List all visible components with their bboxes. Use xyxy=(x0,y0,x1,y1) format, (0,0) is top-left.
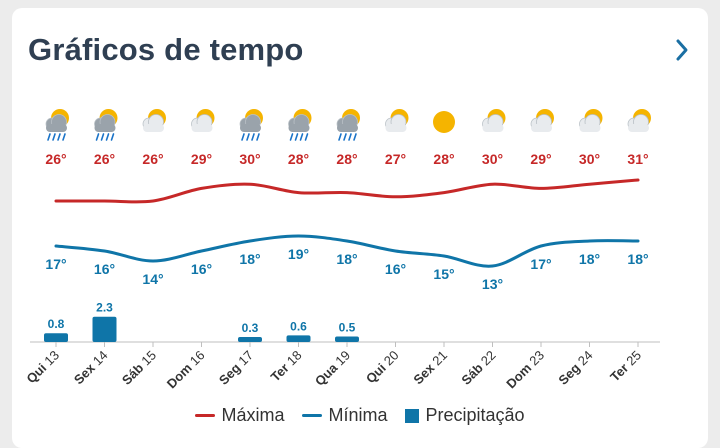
precip-value-label: 0.6 xyxy=(290,319,307,333)
min-temp-label: 18° xyxy=(336,251,357,267)
max-temp-label: 28° xyxy=(433,151,454,167)
precip-value-label: 0.5 xyxy=(339,321,356,335)
max-temp-label: 30° xyxy=(482,151,503,167)
legend-item-min: Mínima xyxy=(302,405,387,426)
min-temp-label: 19° xyxy=(288,246,309,262)
min-temp-label: 17° xyxy=(530,256,551,272)
min-temp-label: 16° xyxy=(94,261,115,277)
max-temp-label: 28° xyxy=(336,151,357,167)
min-temp-line xyxy=(54,234,640,268)
precip-bar xyxy=(92,316,117,342)
min-temp-label: 14° xyxy=(142,271,163,287)
legend-swatch-max xyxy=(195,414,216,417)
min-temp-label: 18° xyxy=(579,251,600,267)
max-temp-label: 26° xyxy=(45,151,66,167)
cloud-rain-sun-icon xyxy=(288,109,312,141)
min-temp-label: 18° xyxy=(239,251,260,267)
precip-bar xyxy=(238,337,262,342)
sun-cloud-icon xyxy=(579,109,603,132)
sun-cloud-icon xyxy=(191,109,215,132)
max-temp-label: 29° xyxy=(530,151,551,167)
max-temp-line xyxy=(54,178,640,204)
sun-cloud-icon xyxy=(142,109,166,132)
x-tick-label: Sex 14 xyxy=(71,348,111,388)
precip-bar xyxy=(44,333,68,342)
min-temp-label: 18° xyxy=(627,251,648,267)
x-tick-label: Qua 19 xyxy=(312,348,353,389)
max-temp-label: 26° xyxy=(142,151,163,167)
x-tick-label: Dom 23 xyxy=(503,348,547,392)
x-tick-label: Qui 20 xyxy=(363,348,402,387)
min-temp-label: 16° xyxy=(191,261,212,277)
precip-bar xyxy=(286,335,311,342)
x-tick-label: Seg 17 xyxy=(216,348,256,388)
precip-bar xyxy=(335,336,359,342)
legend-swatch-min xyxy=(302,414,323,417)
sun-cloud-icon xyxy=(530,109,554,132)
legend-label-precip: Precipitação xyxy=(425,405,525,425)
x-tick-label: Seg 24 xyxy=(555,348,595,388)
legend-label-max: Máxima xyxy=(221,405,285,425)
max-temp-label: 26° xyxy=(94,151,115,167)
min-temp-label: 16° xyxy=(385,261,406,277)
cloud-rain-sun-icon xyxy=(94,109,118,141)
min-temp-label: 17° xyxy=(45,256,66,272)
sun-icon xyxy=(433,111,455,133)
legend-item-max: Máxima xyxy=(195,405,284,426)
max-temp-label: 27° xyxy=(385,151,406,167)
precip-value-label: 2.3 xyxy=(96,301,113,315)
max-temp-label: 29° xyxy=(191,151,212,167)
x-tick-label: Sáb 15 xyxy=(119,348,159,388)
x-tick-label: Ter 25 xyxy=(607,348,644,385)
x-tick-label: Sáb 22 xyxy=(458,348,498,388)
page-title: Gráficos de tempo xyxy=(28,32,304,67)
cloud-rain-sun-icon xyxy=(239,109,263,141)
weather-chart: 26° 26° 26° 29° 30° 28° 28° 27° 28° 30° 29° 30° 31° 1… xyxy=(23,109,660,392)
sun-cloud-icon xyxy=(482,109,506,132)
x-tick-label: Dom 16 xyxy=(164,348,208,392)
chevron-right-icon[interactable] xyxy=(670,38,694,62)
x-tick-label: Sex 21 xyxy=(410,348,450,388)
max-temp-label: 30° xyxy=(579,151,600,167)
precip-value-label: 0.8 xyxy=(48,317,65,331)
legend-item-precip: Precipitação xyxy=(405,405,525,426)
precip-value-label: 0.3 xyxy=(242,321,259,335)
cloud-rain-sun-icon xyxy=(45,109,69,141)
weather-charts-card: Gráficos de tempo 26° 26° 26° 29° 30° 28° 28° 2… xyxy=(12,8,708,448)
sun-cloud-icon xyxy=(385,109,409,132)
legend-label-min: Mínima xyxy=(328,405,388,425)
max-temp-label: 28° xyxy=(288,151,309,167)
sun-cloud-icon xyxy=(627,109,651,132)
legend-swatch-precip xyxy=(405,408,420,423)
max-temp-label: 30° xyxy=(239,151,260,167)
x-tick-label: Qui 13 xyxy=(23,348,62,387)
min-temp-label: 13° xyxy=(482,276,503,292)
max-temp-label: 31° xyxy=(627,151,648,167)
cloud-rain-sun-icon xyxy=(336,109,360,141)
min-temp-label: 15° xyxy=(433,266,454,282)
chart-legend: Máxima Mínima Precipitação xyxy=(12,405,708,426)
x-tick-label: Ter 18 xyxy=(268,348,305,385)
